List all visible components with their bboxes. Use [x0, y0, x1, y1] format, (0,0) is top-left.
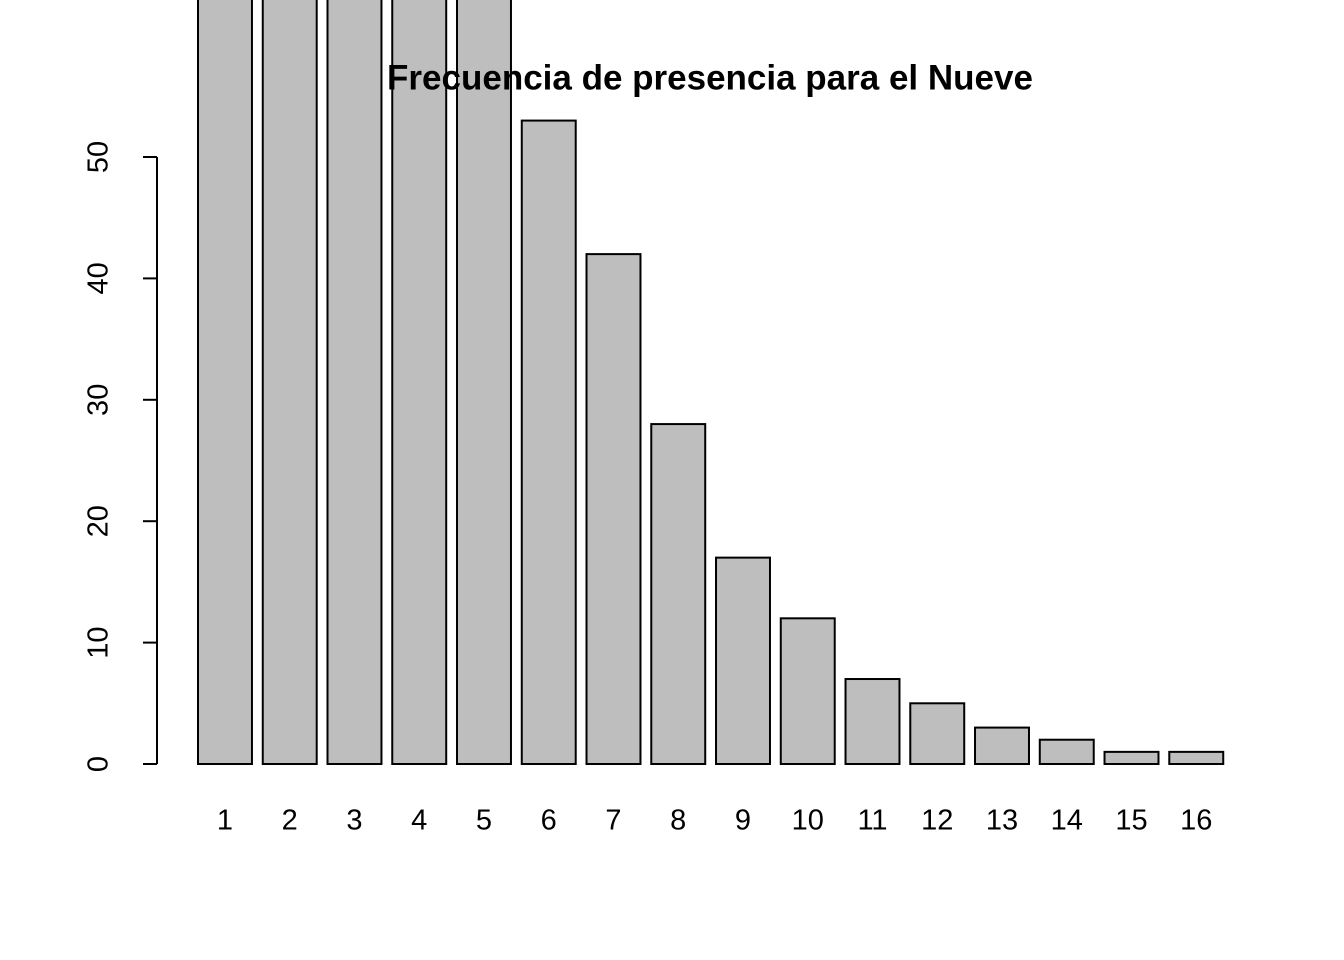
chart-title: Frecuencia de presencia para el Nueve [387, 58, 1033, 97]
bar [909, 702, 966, 765]
x-tick-label: 3 [346, 805, 362, 837]
y-tick-label: 0 [83, 756, 115, 772]
bar [391, 0, 448, 766]
y-tick-label: 40 [83, 262, 115, 294]
y-tick-label: 10 [83, 626, 115, 658]
bar [715, 556, 771, 765]
bar [844, 678, 901, 766]
bars [197, 0, 1225, 766]
y-tick-label: 30 [83, 384, 115, 416]
bar [974, 726, 1030, 766]
y-axis: 0 10 20 30 40 50 [83, 141, 158, 772]
x-tick-label: 9 [735, 805, 751, 837]
x-tick-label: 16 [1180, 805, 1212, 837]
bar [326, 0, 383, 765]
x-tick-label: 5 [476, 805, 492, 837]
x-tick-label: 10 [792, 805, 824, 837]
bar [585, 253, 642, 765]
x-tick-label: 11 [857, 805, 887, 837]
x-tick-label: 14 [1051, 805, 1083, 837]
x-tick-label: 2 [282, 805, 298, 837]
bar [197, 0, 253, 765]
bar [1168, 750, 1225, 765]
x-tick-label: 8 [670, 805, 686, 837]
y-tick-label: 50 [83, 141, 115, 173]
y-tick-label: 20 [83, 505, 115, 537]
bar [456, 0, 512, 765]
x-tick-label: 1 [217, 805, 233, 837]
x-tick-label: 15 [1115, 805, 1147, 837]
bar [1103, 750, 1160, 765]
x-tick-label: 12 [921, 805, 953, 837]
bar [779, 617, 836, 765]
x-tick-label: 4 [411, 805, 427, 837]
bar [520, 119, 577, 765]
x-tick-label: 7 [605, 805, 621, 837]
bar [650, 423, 707, 765]
x-tick-label: 13 [986, 805, 1018, 837]
bar [1038, 738, 1095, 765]
x-tick-label: 6 [541, 805, 557, 837]
bar [261, 0, 318, 765]
